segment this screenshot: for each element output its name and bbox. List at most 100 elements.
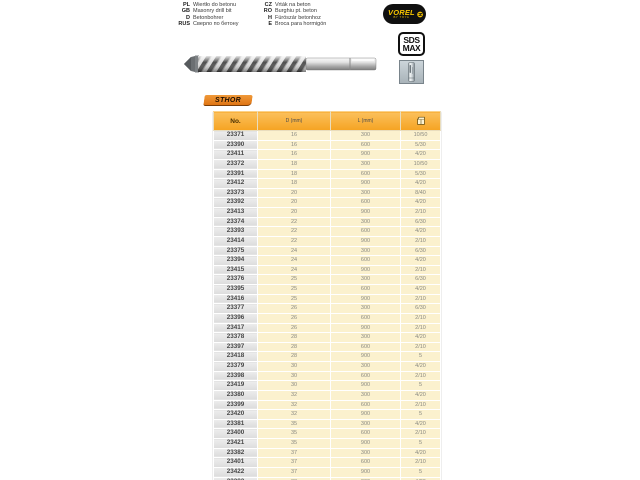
cell-article-number: 23380 <box>213 389 258 401</box>
table-row: 23419 30 900 5 <box>213 380 441 391</box>
column-header-packaging <box>400 111 441 131</box>
table-row: 23381 35 300 4/20 <box>213 418 441 430</box>
table-row: 23399 32 600 2/10 <box>213 399 441 411</box>
cell-packaging: 5 <box>400 466 441 478</box>
table-row: 23382 37 300 4/20 <box>213 447 441 459</box>
cell-diameter: 24 <box>257 245 331 257</box>
language-code: RUS <box>178 20 190 27</box>
cell-packaging: 2/10 <box>400 293 441 305</box>
cell-length: 900 <box>330 149 401 160</box>
cell-article-number: 23400 <box>213 428 258 439</box>
language-line: E Broca para hormigón <box>258 21 326 27</box>
cell-diameter: 32 <box>257 409 331 420</box>
brand-subtext: BY TOYA <box>393 15 410 19</box>
table-header: No. D (mm) L (mm) <box>213 111 441 131</box>
cell-packaging: 5 <box>400 351 441 362</box>
cell-packaging: 2/10 <box>400 428 441 439</box>
cell-article-number: 23401 <box>213 457 258 468</box>
language-code: D <box>186 14 190 21</box>
cell-packaging: 4/20 <box>400 226 441 237</box>
cell-diameter: 20 <box>257 197 331 208</box>
cell-length: 900 <box>330 264 401 276</box>
cell-diameter: 24 <box>257 264 331 276</box>
cell-diameter: 18 <box>257 168 331 180</box>
cell-length: 300 <box>330 158 401 170</box>
table-row: 23377 26 300 6/30 <box>213 303 441 314</box>
cell-length: 900 <box>330 178 401 189</box>
column-header-no: No. <box>213 111 258 131</box>
cell-packaging: 2/10 <box>400 370 441 382</box>
cell-diameter: 16 <box>257 139 331 151</box>
cell-article-number: 23375 <box>213 245 258 257</box>
table-row: 23383 38 300 4/20 <box>213 476 441 480</box>
cell-article-number: 23397 <box>213 341 258 353</box>
cell-length: 600 <box>330 370 401 382</box>
cell-article-number: 23417 <box>213 322 258 334</box>
cell-diameter: 25 <box>257 293 331 305</box>
cell-article-number: 23411 <box>213 149 258 160</box>
table-row: 23372 18 300 10/50 <box>213 158 441 170</box>
product-name-translation: Сверло по бетону <box>193 20 239 27</box>
cell-packaging: 5/30 <box>400 139 441 151</box>
cell-length: 300 <box>330 187 401 199</box>
table-row: 23413 20 900 2/10 <box>213 207 441 218</box>
table-row: 23391 18 600 5/30 <box>213 168 441 180</box>
cell-diameter: 26 <box>257 303 331 314</box>
sds-badge-line1: SDS <box>403 34 420 45</box>
cell-article-number: 23372 <box>213 158 258 170</box>
cell-article-number: 23376 <box>213 274 258 285</box>
cell-length: 600 <box>330 399 401 411</box>
cell-diameter: 35 <box>257 418 331 430</box>
cell-article-number: 23379 <box>213 361 258 372</box>
cell-article-number: 23391 <box>213 168 258 180</box>
language-code: H <box>268 14 272 21</box>
cell-diameter: 18 <box>257 158 331 170</box>
table-row: 23396 26 600 2/10 <box>213 312 441 324</box>
cell-packaging: 4/20 <box>400 476 441 480</box>
cell-length: 900 <box>330 322 401 334</box>
cell-packaging: 4/20 <box>400 418 441 430</box>
cell-diameter: 30 <box>257 380 331 391</box>
table-row: 23371 16 300 10/50 <box>213 130 441 141</box>
cell-diameter: 30 <box>257 361 331 372</box>
product-name-translation: Broca para hormigón <box>275 20 327 27</box>
cell-length: 300 <box>330 361 401 372</box>
cell-article-number: 23421 <box>213 438 258 449</box>
cell-diameter: 25 <box>257 274 331 285</box>
cell-length: 600 <box>330 428 401 439</box>
cell-article-number: 23371 <box>213 130 258 141</box>
cell-diameter: 22 <box>257 216 331 228</box>
cell-length: 900 <box>330 438 401 449</box>
cell-length: 300 <box>330 130 401 141</box>
cell-length: 300 <box>330 389 401 401</box>
table-row: 23416 25 900 2/10 <box>213 293 441 305</box>
cell-diameter: 22 <box>257 226 331 237</box>
cell-packaging: 2/10 <box>400 235 441 247</box>
cell-packaging: 5 <box>400 380 441 391</box>
drill-bit-image <box>184 55 377 73</box>
product-name-translation: Masonry drill bit <box>193 8 232 15</box>
table-row: 23418 28 900 5 <box>213 351 441 362</box>
cell-packaging: 4/20 <box>400 178 441 189</box>
table-row: 23392 20 600 4/20 <box>213 197 441 208</box>
sds-badge-line2: MAX <box>402 43 421 53</box>
table-row: 23375 24 300 6/30 <box>213 245 441 257</box>
cell-article-number: 23392 <box>213 197 258 208</box>
cell-article-number: 23412 <box>213 178 258 189</box>
cell-article-number: 23398 <box>213 370 258 382</box>
cell-diameter: 28 <box>257 332 331 343</box>
cell-packaging: 2/10 <box>400 264 441 276</box>
table-row: 23422 37 900 5 <box>213 466 441 478</box>
language-line: RO Burghiu pt. beton <box>258 8 326 14</box>
cell-article-number: 23394 <box>213 255 258 266</box>
cell-length: 600 <box>330 226 401 237</box>
cell-packaging: 4/20 <box>400 332 441 343</box>
cell-diameter: 32 <box>257 399 331 411</box>
table-row: 23421 35 900 5 <box>213 438 441 449</box>
language-line: PL Wiertło do betonu <box>176 2 238 8</box>
cell-packaging: 10/50 <box>400 158 441 170</box>
cell-packaging: 6/30 <box>400 216 441 228</box>
cell-length: 300 <box>330 274 401 285</box>
cell-article-number: 23399 <box>213 399 258 411</box>
cell-length: 900 <box>330 351 401 362</box>
